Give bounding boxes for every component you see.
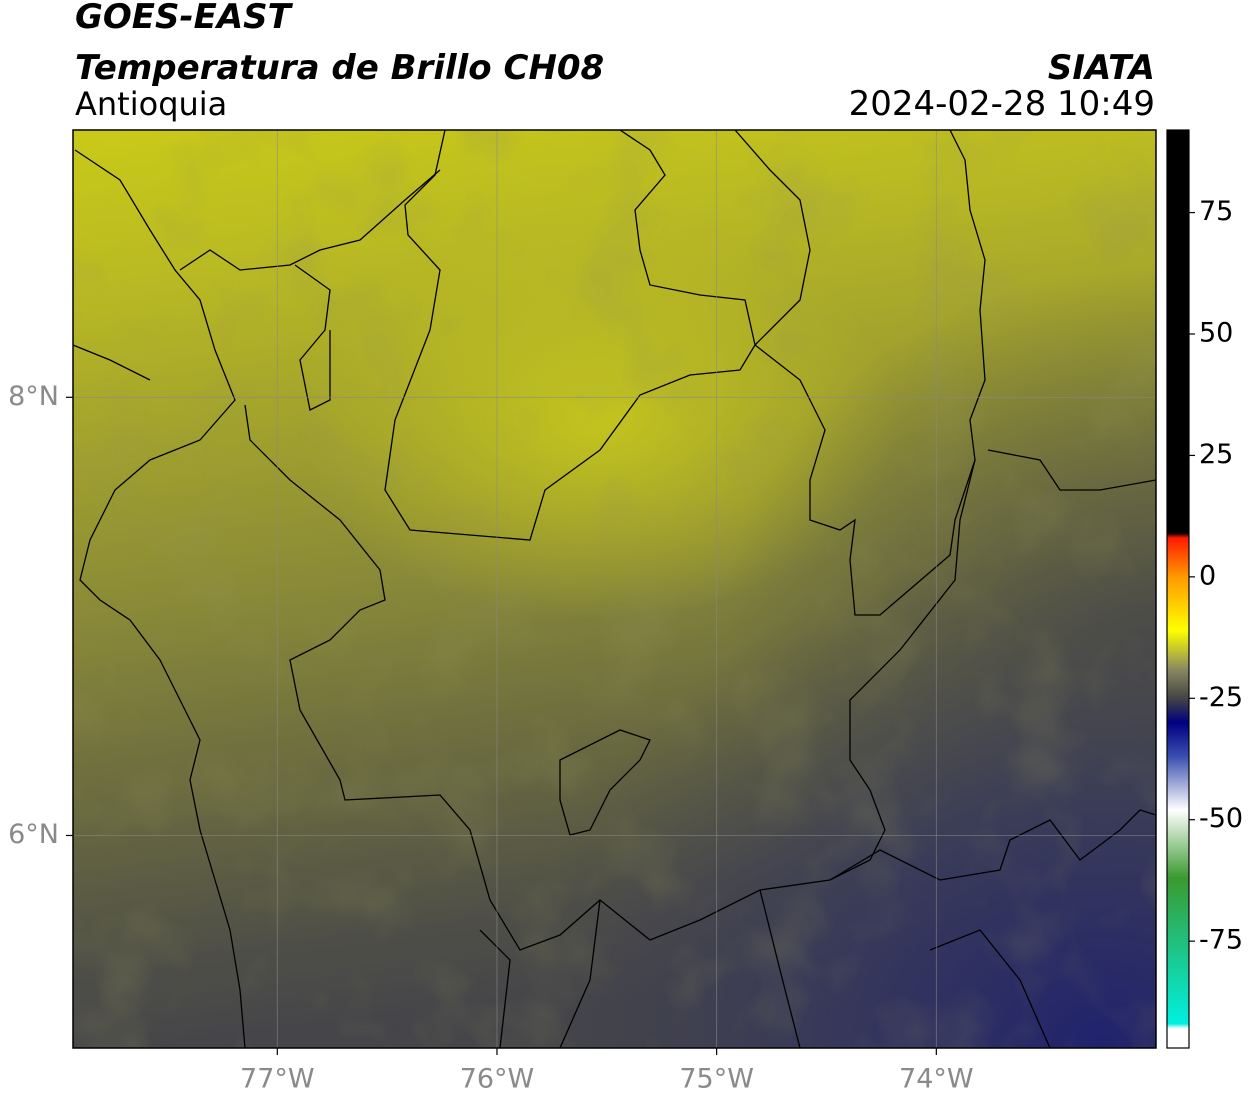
map-area xyxy=(73,130,1156,1048)
lat-tick-label: 8°N xyxy=(8,381,59,412)
colorbar-tick-label: 75 xyxy=(1199,196,1233,227)
map-frame xyxy=(72,129,1157,1049)
lon-tick-label: 76°W xyxy=(460,1064,535,1095)
colorbar-tick-label: 50 xyxy=(1199,318,1233,349)
graticule: 77°W 76°W 75°W 74°W 8°N 6°N xyxy=(8,130,1156,1095)
lon-tick-label: 77°W xyxy=(240,1064,315,1095)
texture xyxy=(73,130,1156,1048)
lat-tick-label: 6°N xyxy=(8,819,59,850)
colorbar-tick-label: -50 xyxy=(1199,803,1243,834)
colorbar-tick-label: -25 xyxy=(1199,682,1243,713)
region: Antioquia xyxy=(75,85,227,123)
colorbar-frame xyxy=(1166,129,1190,1049)
title: GOES-EAST xyxy=(75,0,294,37)
boundaries xyxy=(73,130,1156,1048)
source: SIATA xyxy=(1048,48,1155,88)
datetime: 2024-02-28 10:49 xyxy=(849,84,1155,124)
subtitle: Temperatura de Brillo CH08 xyxy=(75,48,604,88)
colorbar-tick-label: 0 xyxy=(1199,560,1216,591)
lon-tick-label: 75°W xyxy=(679,1064,754,1095)
colorbar-tick-label: -75 xyxy=(1199,925,1243,956)
lon-tick-label: 74°W xyxy=(899,1064,974,1095)
colorbar-fill xyxy=(1167,130,1189,1048)
colorbar: 75 50 25 0 -25 -50 -75 xyxy=(1167,130,1243,1048)
colorbar-tick-label: 25 xyxy=(1199,439,1233,470)
